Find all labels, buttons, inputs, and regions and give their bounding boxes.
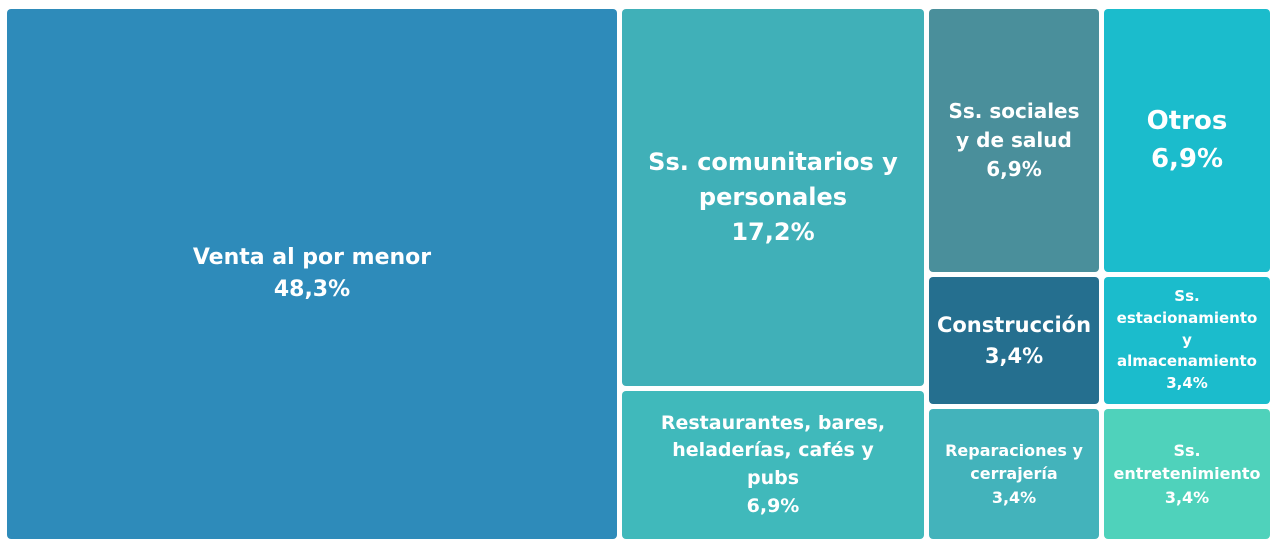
tile: Venta al por menor 48,3% (7, 9, 617, 539)
tile: Reparaciones y cerrajería 3,4% (929, 409, 1099, 539)
tile: Construcción 3,4% (929, 277, 1099, 404)
value-label: 3,4% (1166, 374, 1208, 393)
tile-label: Ss. estacionamiento y almacenamiento (1116, 287, 1258, 371)
tile-label: Ss. sociales y de salud (948, 99, 1080, 152)
value-label: 3,4% (991, 487, 1037, 507)
value-label: 6,9% (746, 494, 800, 517)
value-label: 6,9% (1150, 143, 1224, 174)
tile-label: Ss. entretenimiento (1113, 441, 1261, 484)
tile: Otros 6,9% (1104, 9, 1270, 272)
value-label: 17,2% (731, 217, 815, 246)
tile: Ss. entretenimiento 3,4% (1104, 409, 1270, 539)
value-label: 3,4% (984, 343, 1044, 368)
tile: Ss. estacionamiento y almacenamiento 3,4% (1104, 277, 1270, 404)
tile-label: Reparaciones y cerrajería (945, 441, 1083, 484)
tile: Restaurantes, bares, heladerías, cafés y… (622, 391, 924, 539)
tile-label: Venta al por menor (192, 245, 432, 271)
tile: Ss. sociales y de salud 6,9% (929, 9, 1099, 272)
value-label: 48,3% (273, 277, 351, 302)
tile-label: Construcción (936, 313, 1092, 338)
tile: Ss. comunitarios y personales 17,2% (622, 9, 924, 386)
value-label: 3,4% (1164, 487, 1210, 507)
tile-label: Ss. comunitarios y personales (648, 148, 898, 212)
tile-label: Otros (1146, 105, 1228, 136)
value-label: 6,9% (986, 157, 1042, 181)
tile-label: Restaurantes, bares, heladerías, cafés y… (660, 411, 886, 489)
